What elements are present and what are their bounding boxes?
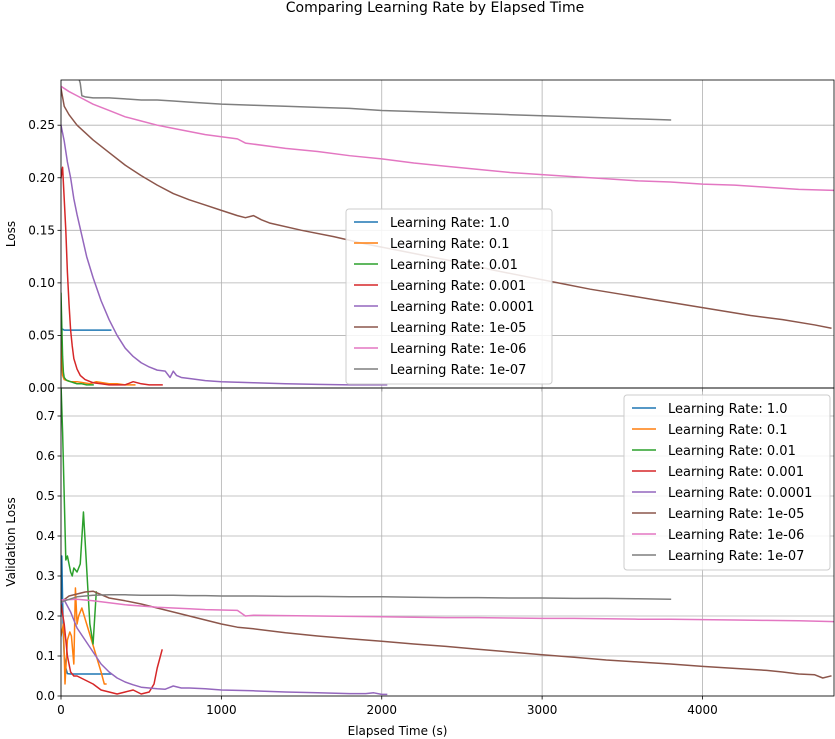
series-line-3 xyxy=(61,603,163,695)
y-tick-label: 0.0 xyxy=(36,689,55,703)
validation-loss-subplot: 0.0 0.1 0.2 0.3 0.4 0.5 0.6 0.7 0 1000 2000 3000 400… xyxy=(4,387,835,738)
y-tick-label: 0.15 xyxy=(28,223,55,237)
legend-entry: Learning Rate: 1e-07 xyxy=(390,363,526,378)
legend-entry: Learning Rate: 1e-07 xyxy=(668,549,804,564)
legend-entry: Learning Rate: 0.001 xyxy=(668,465,804,480)
legend-entry: Learning Rate: 0.001 xyxy=(390,279,526,294)
legend-entry: Learning Rate: 0.0001 xyxy=(668,486,812,501)
y-tick-label: 0.4 xyxy=(36,529,55,543)
x-tick-label: 0 xyxy=(57,703,65,717)
series-line-6 xyxy=(61,85,834,192)
legend-entry: Learning Rate: 0.01 xyxy=(390,258,518,273)
y-tick-label: 0.7 xyxy=(36,409,55,423)
x-tick-label: 4000 xyxy=(687,703,718,717)
y-axis-label: Validation Loss xyxy=(4,497,18,586)
axes-frame xyxy=(60,387,835,697)
legend-entry: Learning Rate: 0.1 xyxy=(668,423,788,438)
legend-entry: Learning Rate: 0.01 xyxy=(668,444,796,459)
legend-box xyxy=(623,394,831,571)
series-line-4 xyxy=(61,124,388,386)
series-line-5 xyxy=(61,87,832,329)
x-tick-label: 3000 xyxy=(527,703,558,717)
x-tick-label: 2000 xyxy=(366,703,397,717)
series-line-3 xyxy=(61,166,163,386)
series-group xyxy=(61,80,834,386)
series-line-2 xyxy=(61,292,94,386)
series-line-1 xyxy=(61,334,136,386)
legend-entry: Learning Rate: 0.1 xyxy=(390,237,510,252)
y-tick-label: 0.00 xyxy=(28,381,55,395)
series-line-5 xyxy=(61,590,832,679)
y-tick-label: 0.1 xyxy=(36,649,55,663)
y-tick-label: 0.3 xyxy=(36,569,55,583)
y-axis-label: Loss xyxy=(4,221,18,247)
series-line-4 xyxy=(61,599,388,696)
legend-entry: Learning Rate: 1.0 xyxy=(390,216,510,231)
y-tick-label: 0.20 xyxy=(28,171,55,185)
legend-entry: Learning Rate: 1e-06 xyxy=(668,528,804,543)
loss-subplot: 0.00 0.05 0.10 0.15 0.20 0.25 Loss Learning Rat… xyxy=(4,79,835,395)
y-tick-label: 0.05 xyxy=(28,328,55,342)
y-tick-label: 0.5 xyxy=(36,489,55,503)
series-line-7 xyxy=(61,594,672,603)
legend-entry: Learning Rate: 1.0 xyxy=(668,402,788,417)
series-line-0 xyxy=(61,324,112,331)
x-axis-label: Elapsed Time (s) xyxy=(348,724,448,738)
series-group xyxy=(61,388,834,696)
series-line-6 xyxy=(61,598,834,623)
figure-title: Comparing Learning Rate by Elapsed Time xyxy=(286,0,584,16)
y-tick-label: 0.2 xyxy=(36,609,55,623)
legend: Learning Rate: 1.0 Learning Rate: 0.1 Lear… xyxy=(345,208,553,385)
y-tick-label: 0.10 xyxy=(28,276,55,290)
legend: Learning Rate: 1.0 Learning Rate: 0.1 Lear… xyxy=(623,394,831,571)
legend-box xyxy=(345,208,553,385)
legend-entry: Learning Rate: 1e-06 xyxy=(390,342,526,357)
y-tick-label: 0.6 xyxy=(36,449,55,463)
series-line-7 xyxy=(78,80,672,121)
series-line-1 xyxy=(61,587,107,685)
x-tick-label: 1000 xyxy=(206,703,237,717)
legend-entry: Learning Rate: 1e-05 xyxy=(668,507,804,522)
legend-entry: Learning Rate: 1e-05 xyxy=(390,321,526,336)
y-tick-label: 0.25 xyxy=(28,118,55,132)
legend-entry: Learning Rate: 0.0001 xyxy=(390,300,534,315)
